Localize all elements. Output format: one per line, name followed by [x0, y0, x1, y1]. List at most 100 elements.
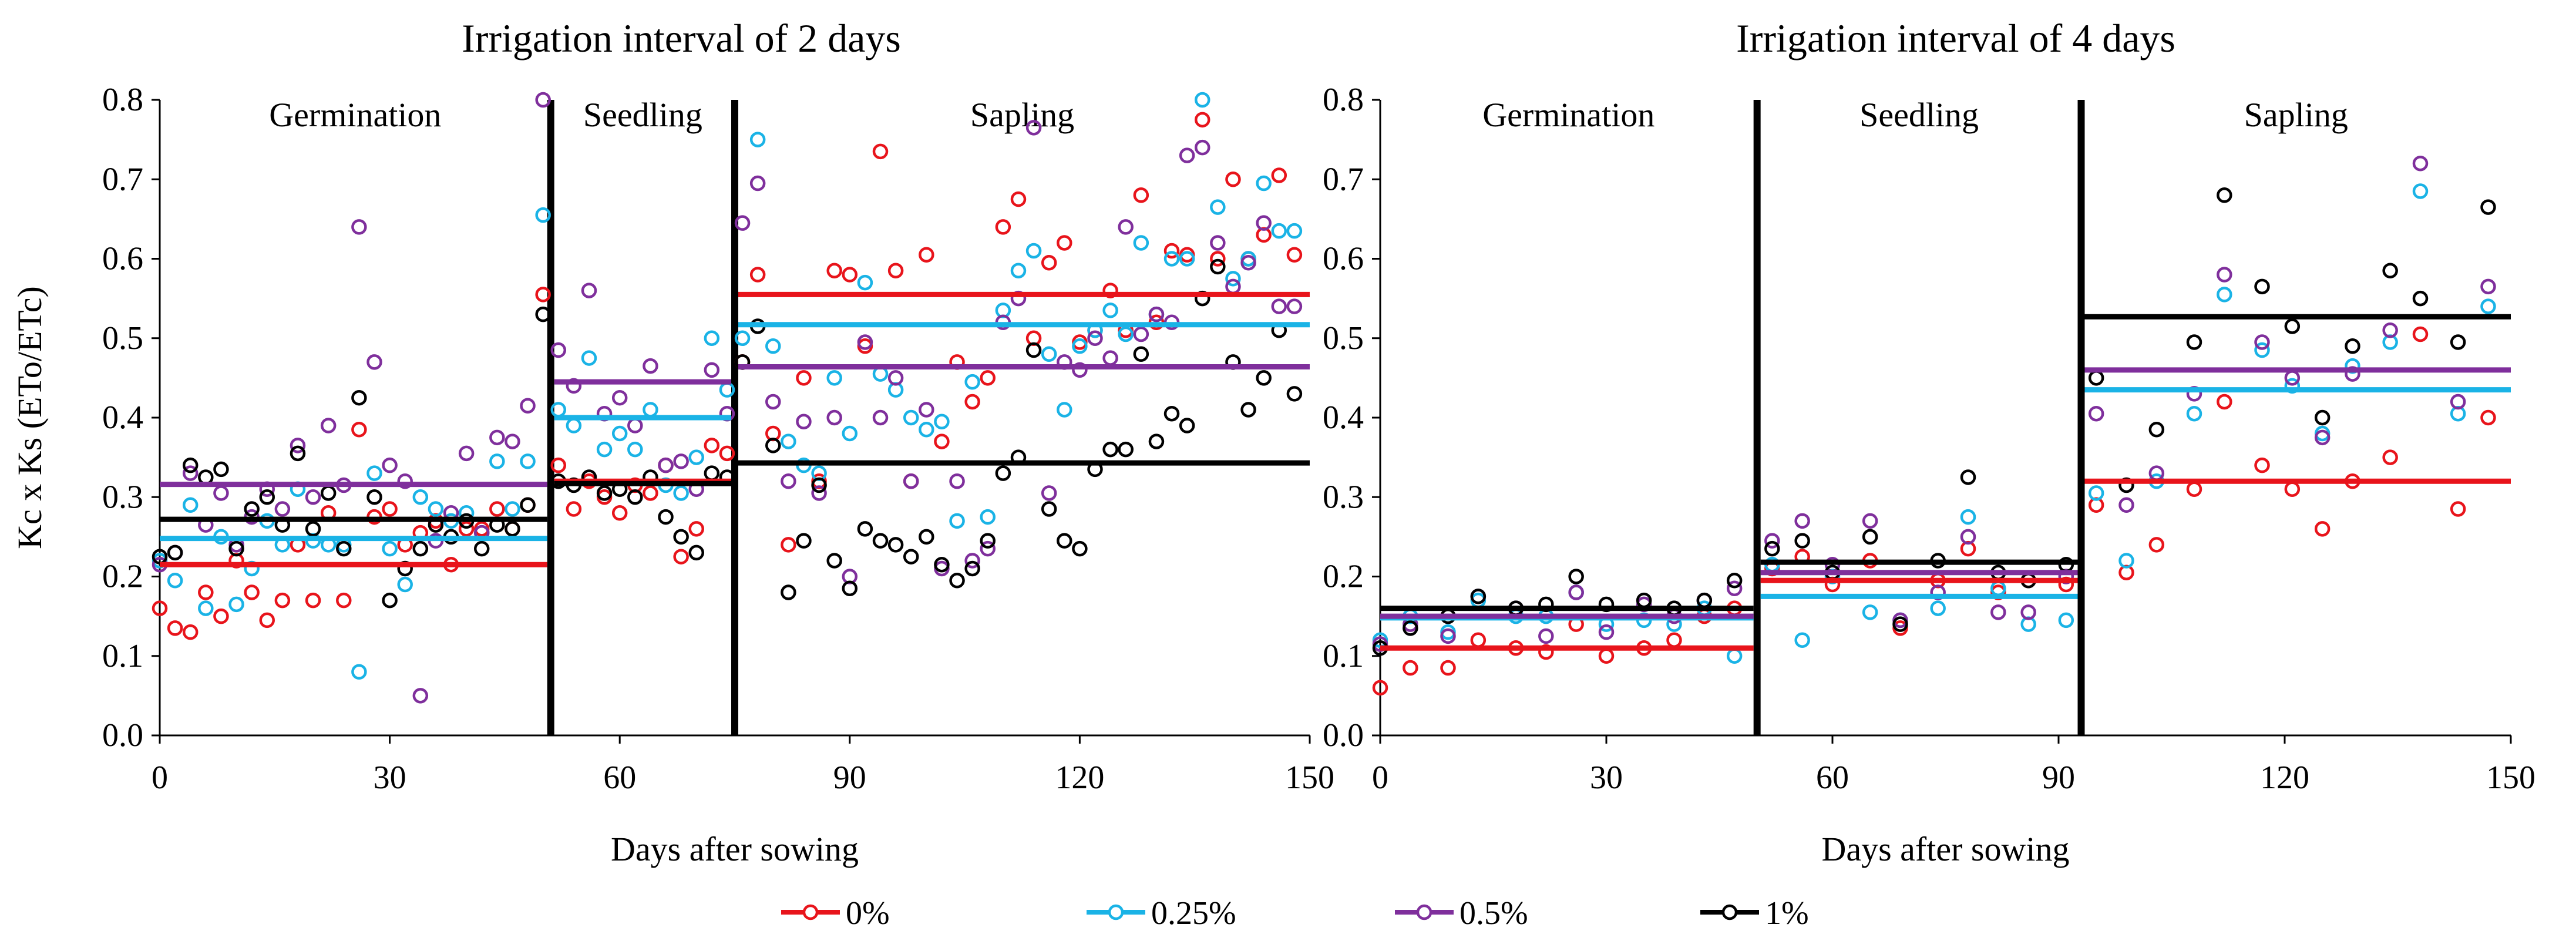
data-point — [1041, 501, 1057, 517]
data-point — [704, 330, 720, 346]
data-point — [2412, 155, 2429, 172]
y-tick-label: 0.2 — [1323, 559, 1364, 595]
data-point — [1892, 616, 1908, 632]
y-tick-label: 0.7 — [102, 161, 143, 197]
stage-label: Sapling — [2244, 96, 2348, 134]
data-point — [458, 521, 475, 537]
data-point — [673, 485, 689, 501]
data-point — [351, 389, 367, 406]
data-point — [1057, 533, 1072, 549]
data-point — [2058, 612, 2074, 629]
data-point — [1179, 251, 1195, 267]
legend-item: 0.25% — [1087, 895, 1236, 932]
data-point — [428, 501, 444, 517]
legend-item: 0% — [781, 895, 890, 932]
data-point — [2314, 521, 2330, 537]
data-point — [1598, 624, 1615, 640]
data-point — [964, 394, 980, 410]
y-tick-label: 0.1 — [1323, 638, 1364, 674]
data-point — [1256, 215, 1272, 231]
y-tick-label: 0.3 — [102, 479, 143, 515]
data-point — [2450, 501, 2466, 517]
y-tick-label: 0.0 — [102, 717, 143, 754]
data-point — [1057, 402, 1072, 418]
x-tick-label: 90 — [2042, 759, 2075, 796]
legend-marker — [1721, 904, 1738, 920]
data-point — [749, 267, 766, 283]
data-point — [980, 533, 996, 549]
data-point — [781, 584, 796, 600]
legend-item: 0.5% — [1395, 895, 1528, 932]
data-point — [1726, 573, 1743, 589]
stage-label: Sapling — [970, 96, 1074, 134]
data-point — [1960, 529, 1976, 545]
data-point — [688, 545, 704, 561]
data-point — [857, 334, 873, 350]
data-point — [2217, 267, 2232, 283]
data-point — [1256, 370, 1272, 386]
y-tick-label: 0.5 — [102, 320, 143, 357]
data-point — [857, 274, 873, 291]
x-tick-label: 60 — [1816, 759, 1849, 796]
data-point — [1538, 628, 1554, 644]
data-point — [351, 422, 367, 438]
data-point — [366, 489, 382, 505]
stage-label: Seedling — [583, 96, 702, 134]
data-point — [964, 560, 980, 577]
data-point — [1286, 386, 1303, 402]
data-point — [535, 287, 551, 303]
data-point — [382, 540, 398, 557]
data-point — [1286, 298, 1303, 314]
data-point — [1163, 251, 1180, 267]
data-point — [1133, 346, 1149, 362]
data-point — [382, 457, 398, 473]
data-point — [2412, 326, 2429, 342]
data-point — [1041, 485, 1057, 501]
data-point — [167, 545, 183, 561]
data-point — [704, 362, 720, 378]
data-point — [2480, 409, 2496, 426]
data-point — [305, 521, 321, 537]
data-point — [2382, 263, 2398, 279]
data-point — [1271, 298, 1287, 314]
data-point — [596, 441, 613, 458]
data-point — [964, 553, 980, 569]
data-point — [1240, 402, 1256, 418]
data-point — [520, 453, 536, 469]
data-point — [1133, 235, 1149, 251]
data-point — [259, 612, 275, 629]
data-point — [919, 247, 934, 263]
data-point — [688, 521, 704, 537]
data-point — [397, 576, 413, 593]
data-point — [1568, 584, 1584, 600]
data-point — [489, 429, 505, 446]
panel-2-title: Irrigation interval of 4 days — [1736, 16, 2175, 61]
data-point — [274, 592, 291, 609]
data-point — [842, 580, 858, 597]
data-point — [1195, 112, 1210, 128]
series-0pct — [152, 112, 1303, 640]
data-point — [1118, 219, 1134, 235]
data-point — [673, 549, 689, 564]
panel-1: Irrigation interval of 2 days 0.0 0.1 0.2 0.… — [11, 16, 1334, 868]
data-point — [1271, 167, 1287, 183]
data-point — [167, 573, 183, 589]
data-point — [1148, 306, 1165, 322]
data-point — [1041, 346, 1057, 362]
data-point — [1025, 120, 1042, 136]
x-tick-label: 120 — [2260, 759, 2309, 796]
data-point — [2345, 338, 2360, 354]
data-point — [949, 473, 965, 489]
y-tick-label: 0.6 — [102, 241, 143, 277]
data-point — [964, 374, 980, 390]
legend-label: 1% — [1765, 895, 1809, 932]
data-point — [1163, 405, 1180, 422]
data-point — [1960, 509, 1976, 525]
data-point — [1118, 441, 1134, 458]
data-point — [520, 398, 536, 414]
x-tick-label: 150 — [1285, 759, 1334, 796]
data-point — [397, 473, 413, 489]
data-point — [811, 485, 827, 501]
data-point — [581, 283, 597, 298]
x-tick-label: 90 — [833, 759, 866, 796]
